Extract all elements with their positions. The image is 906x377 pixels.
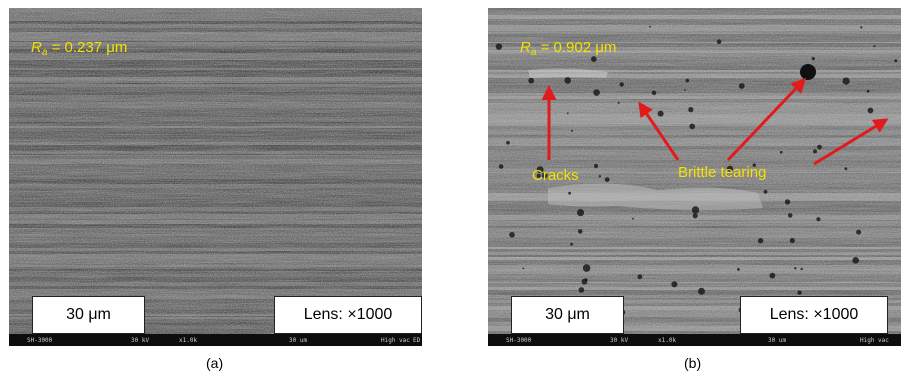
brittle-arrow-1	[638, 101, 680, 161]
brittle-tearing-label: Brittle tearing	[678, 164, 767, 181]
roughness-label-b: Ra = 0.902 μm	[520, 39, 617, 58]
sem-image-a	[9, 8, 422, 346]
sem-panel-a: Ra = 0.237 μm 30 μm Lens: ×1000 SH-3000 …	[9, 8, 422, 346]
roughness-label-a: Ra = 0.237 μm	[31, 39, 128, 58]
scale-bar-label-b: 30 μm	[511, 296, 624, 334]
brittle-arrow-2	[726, 77, 807, 162]
brittle-arrow-3	[813, 118, 889, 166]
sem-databar-a: SH-3000 30 kV x1.0k 30 um High vac ED	[9, 334, 422, 346]
scale-bar-label-a: 30 μm	[32, 296, 145, 334]
sem-databar-b: SH-3000 30 kV x1.0k 30 um High vac	[488, 334, 901, 346]
sem-image-b	[488, 8, 901, 346]
lens-label-b: Lens: ×1000	[740, 296, 888, 334]
caption-a: (a)	[206, 355, 224, 371]
tearing-region	[548, 183, 763, 211]
cracks-label: Cracks	[532, 167, 579, 184]
lens-label-a: Lens: ×1000	[274, 296, 422, 334]
sem-panel-b: Ra = 0.902 μm Cracks Brittle tearing 30 …	[488, 8, 901, 346]
crack-edge	[528, 68, 608, 78]
caption-b: (b)	[684, 355, 702, 371]
annotation-arrows	[541, 77, 889, 166]
